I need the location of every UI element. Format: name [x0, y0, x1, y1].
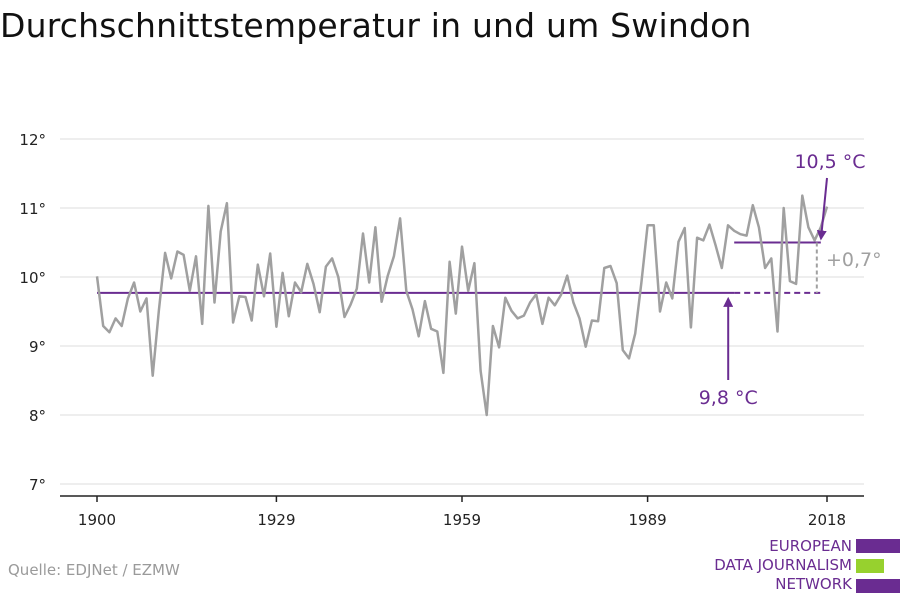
source-note: Quelle: EDJNet / EZMW [8, 561, 180, 579]
logo-line-2: DATA JOURNALISM [714, 556, 852, 574]
logo-bar-1 [856, 539, 900, 553]
difference-label: +0,7° [826, 249, 882, 271]
edjnet-logo-text: EUROPEAN DATA JOURNALISM NETWORK [700, 537, 852, 594]
x-tick-label-1900: 1900 [78, 511, 116, 529]
x-tick-label-2018: 2018 [808, 511, 846, 529]
y-tick-label-7: 7° [29, 476, 46, 494]
logo-line-1: EUROPEAN [769, 537, 852, 555]
x-axis-ticks: 1900 1929 1959 1989 2018 [78, 496, 846, 529]
y-tick-label-9: 9° [29, 338, 46, 356]
grid-lines [60, 138, 864, 485]
x-tick-label-1959: 1959 [443, 511, 481, 529]
y-axis-ticks: 7° 8° 9° 10° 11° 12° [19, 131, 46, 494]
logo-bar-gap [884, 559, 900, 573]
y-tick-label-8: 8° [29, 407, 46, 425]
y-tick-label-10: 10° [19, 269, 46, 287]
recent-value-label: 10,5 °C [794, 151, 865, 173]
y-tick-label-12: 12° [19, 131, 46, 149]
logo-bar-2 [856, 559, 884, 573]
edjnet-logo-bars [856, 539, 900, 593]
y-tick-label-11: 11° [19, 200, 46, 218]
series-line-annual-temperature [95, 194, 829, 417]
recent-arrow [816, 177, 828, 241]
x-tick-label-1929: 1929 [257, 511, 295, 529]
chart-title: Durchschnittstemperatur in und um Swindo… [0, 6, 752, 45]
baseline-value-label: 9,8 °C [699, 387, 758, 409]
logo-line-3: NETWORK [775, 575, 852, 593]
logo-bar-3 [856, 579, 900, 593]
annotations: 9,8 °C 10,5 °C +0,7° [699, 151, 882, 409]
x-tick-label-1989: 1989 [628, 511, 666, 529]
